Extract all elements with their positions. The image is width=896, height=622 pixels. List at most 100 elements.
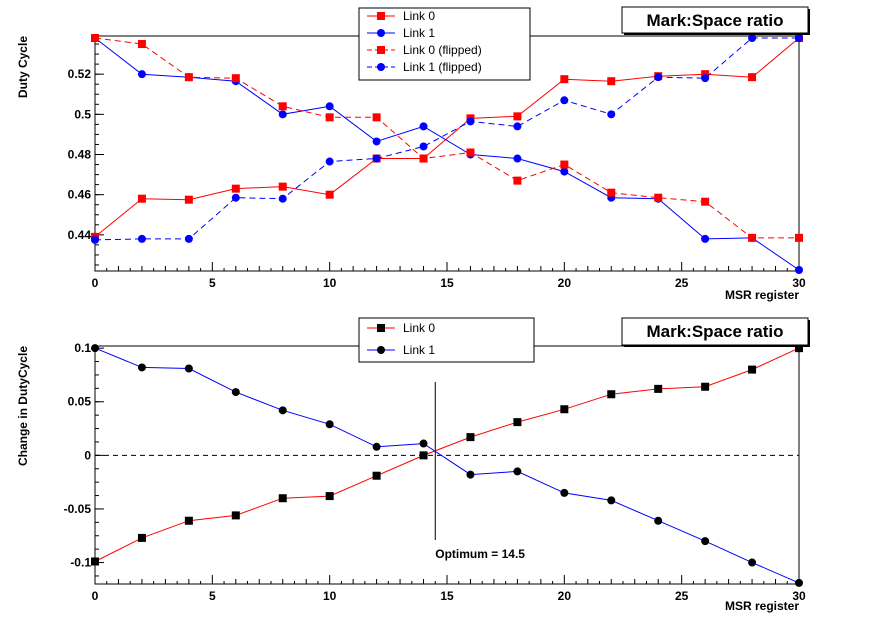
data-point — [607, 496, 616, 505]
y-tick-label: 0.52 — [68, 67, 92, 81]
data-point — [654, 516, 663, 525]
series-line-0 — [94, 347, 800, 562]
data-point — [325, 190, 334, 199]
data-point — [91, 344, 99, 353]
data-point — [137, 194, 146, 203]
data-point — [795, 233, 803, 242]
chart-title: Mark:Space ratio — [647, 322, 784, 341]
data-point — [466, 470, 475, 479]
title-box — [621, 6, 809, 34]
data-point — [795, 34, 803, 43]
data-point — [325, 420, 334, 429]
data-point — [513, 154, 522, 163]
x-tick-label: 10 — [323, 589, 337, 603]
y-axis-label: Duty Cycle — [16, 36, 30, 98]
legend-entry: Link 0 — [403, 321, 435, 335]
y-tick-label: 0.48 — [68, 148, 92, 162]
data-point — [513, 418, 522, 427]
data-point — [372, 154, 381, 163]
data-point — [419, 439, 428, 448]
data-point — [137, 40, 146, 49]
data-point — [231, 184, 240, 193]
x-tick-label: 30 — [792, 276, 806, 290]
x-tick-label: 25 — [675, 276, 689, 290]
data-point — [137, 70, 146, 79]
legend-entry: Link 1 — [403, 343, 435, 357]
data-point — [701, 537, 710, 546]
data-point — [748, 233, 757, 242]
data-point — [654, 384, 663, 393]
legend-marker — [377, 63, 385, 71]
y-tick-label: 0 — [84, 448, 91, 462]
data-point — [325, 113, 334, 122]
series-line-1 — [94, 37, 800, 271]
y-tick-label: -0.1 — [70, 556, 91, 570]
data-point — [795, 344, 803, 353]
data-point — [654, 73, 663, 82]
data-point — [748, 365, 757, 374]
legend-entry: Link 0 — [403, 9, 435, 23]
data-point — [184, 195, 193, 204]
legend-marker — [377, 324, 385, 332]
x-tick-label: 5 — [209, 589, 216, 603]
data-point — [278, 406, 287, 415]
x-tick-label: 25 — [675, 589, 689, 603]
data-point — [513, 467, 522, 476]
title-box — [621, 317, 809, 346]
data-point — [748, 558, 757, 567]
data-point — [466, 117, 475, 126]
legend-entry: Link 1 (flipped) — [403, 60, 482, 74]
data-point — [701, 234, 710, 243]
data-point — [91, 557, 99, 566]
data-point — [278, 182, 287, 191]
data-point — [91, 34, 99, 43]
data-point — [607, 188, 616, 197]
data-point — [325, 492, 334, 501]
legend-box — [358, 7, 531, 81]
data-point — [231, 74, 240, 83]
legend-entry: Link 0 (flipped) — [403, 43, 482, 57]
data-point — [325, 157, 334, 166]
x-tick-label: 10 — [323, 276, 337, 290]
y-tick-label: -0.05 — [64, 502, 92, 516]
data-point — [184, 234, 193, 243]
x-tick-label: 15 — [440, 276, 454, 290]
x-tick-label: 0 — [92, 589, 99, 603]
x-tick-label: 20 — [558, 589, 572, 603]
data-point — [184, 516, 193, 525]
legend-marker — [377, 12, 385, 20]
data-point — [748, 73, 757, 82]
data-point — [560, 160, 569, 169]
data-point — [372, 113, 381, 122]
series-line-0 — [94, 37, 800, 238]
data-point — [278, 494, 287, 503]
data-point — [325, 102, 334, 111]
data-point — [184, 364, 193, 373]
x-tick-label: 15 — [440, 589, 454, 603]
data-point — [372, 471, 381, 480]
y-tick-label: 0.44 — [68, 228, 92, 242]
y-tick-label: 0.46 — [68, 188, 92, 202]
data-point — [466, 148, 475, 157]
data-point — [372, 442, 381, 451]
data-point — [607, 110, 616, 119]
data-point — [184, 73, 193, 82]
data-point — [231, 511, 240, 520]
data-point — [419, 451, 428, 460]
y-tick-label: 0.5 — [74, 107, 91, 121]
data-point — [231, 193, 240, 202]
legend-entry: Link 1 — [403, 26, 435, 40]
y-tick-label: 0.05 — [68, 395, 92, 409]
data-point — [560, 488, 569, 497]
data-point — [795, 265, 803, 274]
y-axis-label: Change in DutyCycle — [16, 346, 30, 466]
data-point — [278, 194, 287, 203]
data-point — [231, 388, 240, 397]
series-line-2 — [94, 37, 799, 239]
data-point — [466, 433, 475, 442]
data-point — [560, 405, 569, 414]
legend-marker — [377, 346, 385, 354]
data-point — [513, 112, 522, 121]
legend-marker — [377, 29, 385, 37]
data-point — [607, 390, 616, 399]
